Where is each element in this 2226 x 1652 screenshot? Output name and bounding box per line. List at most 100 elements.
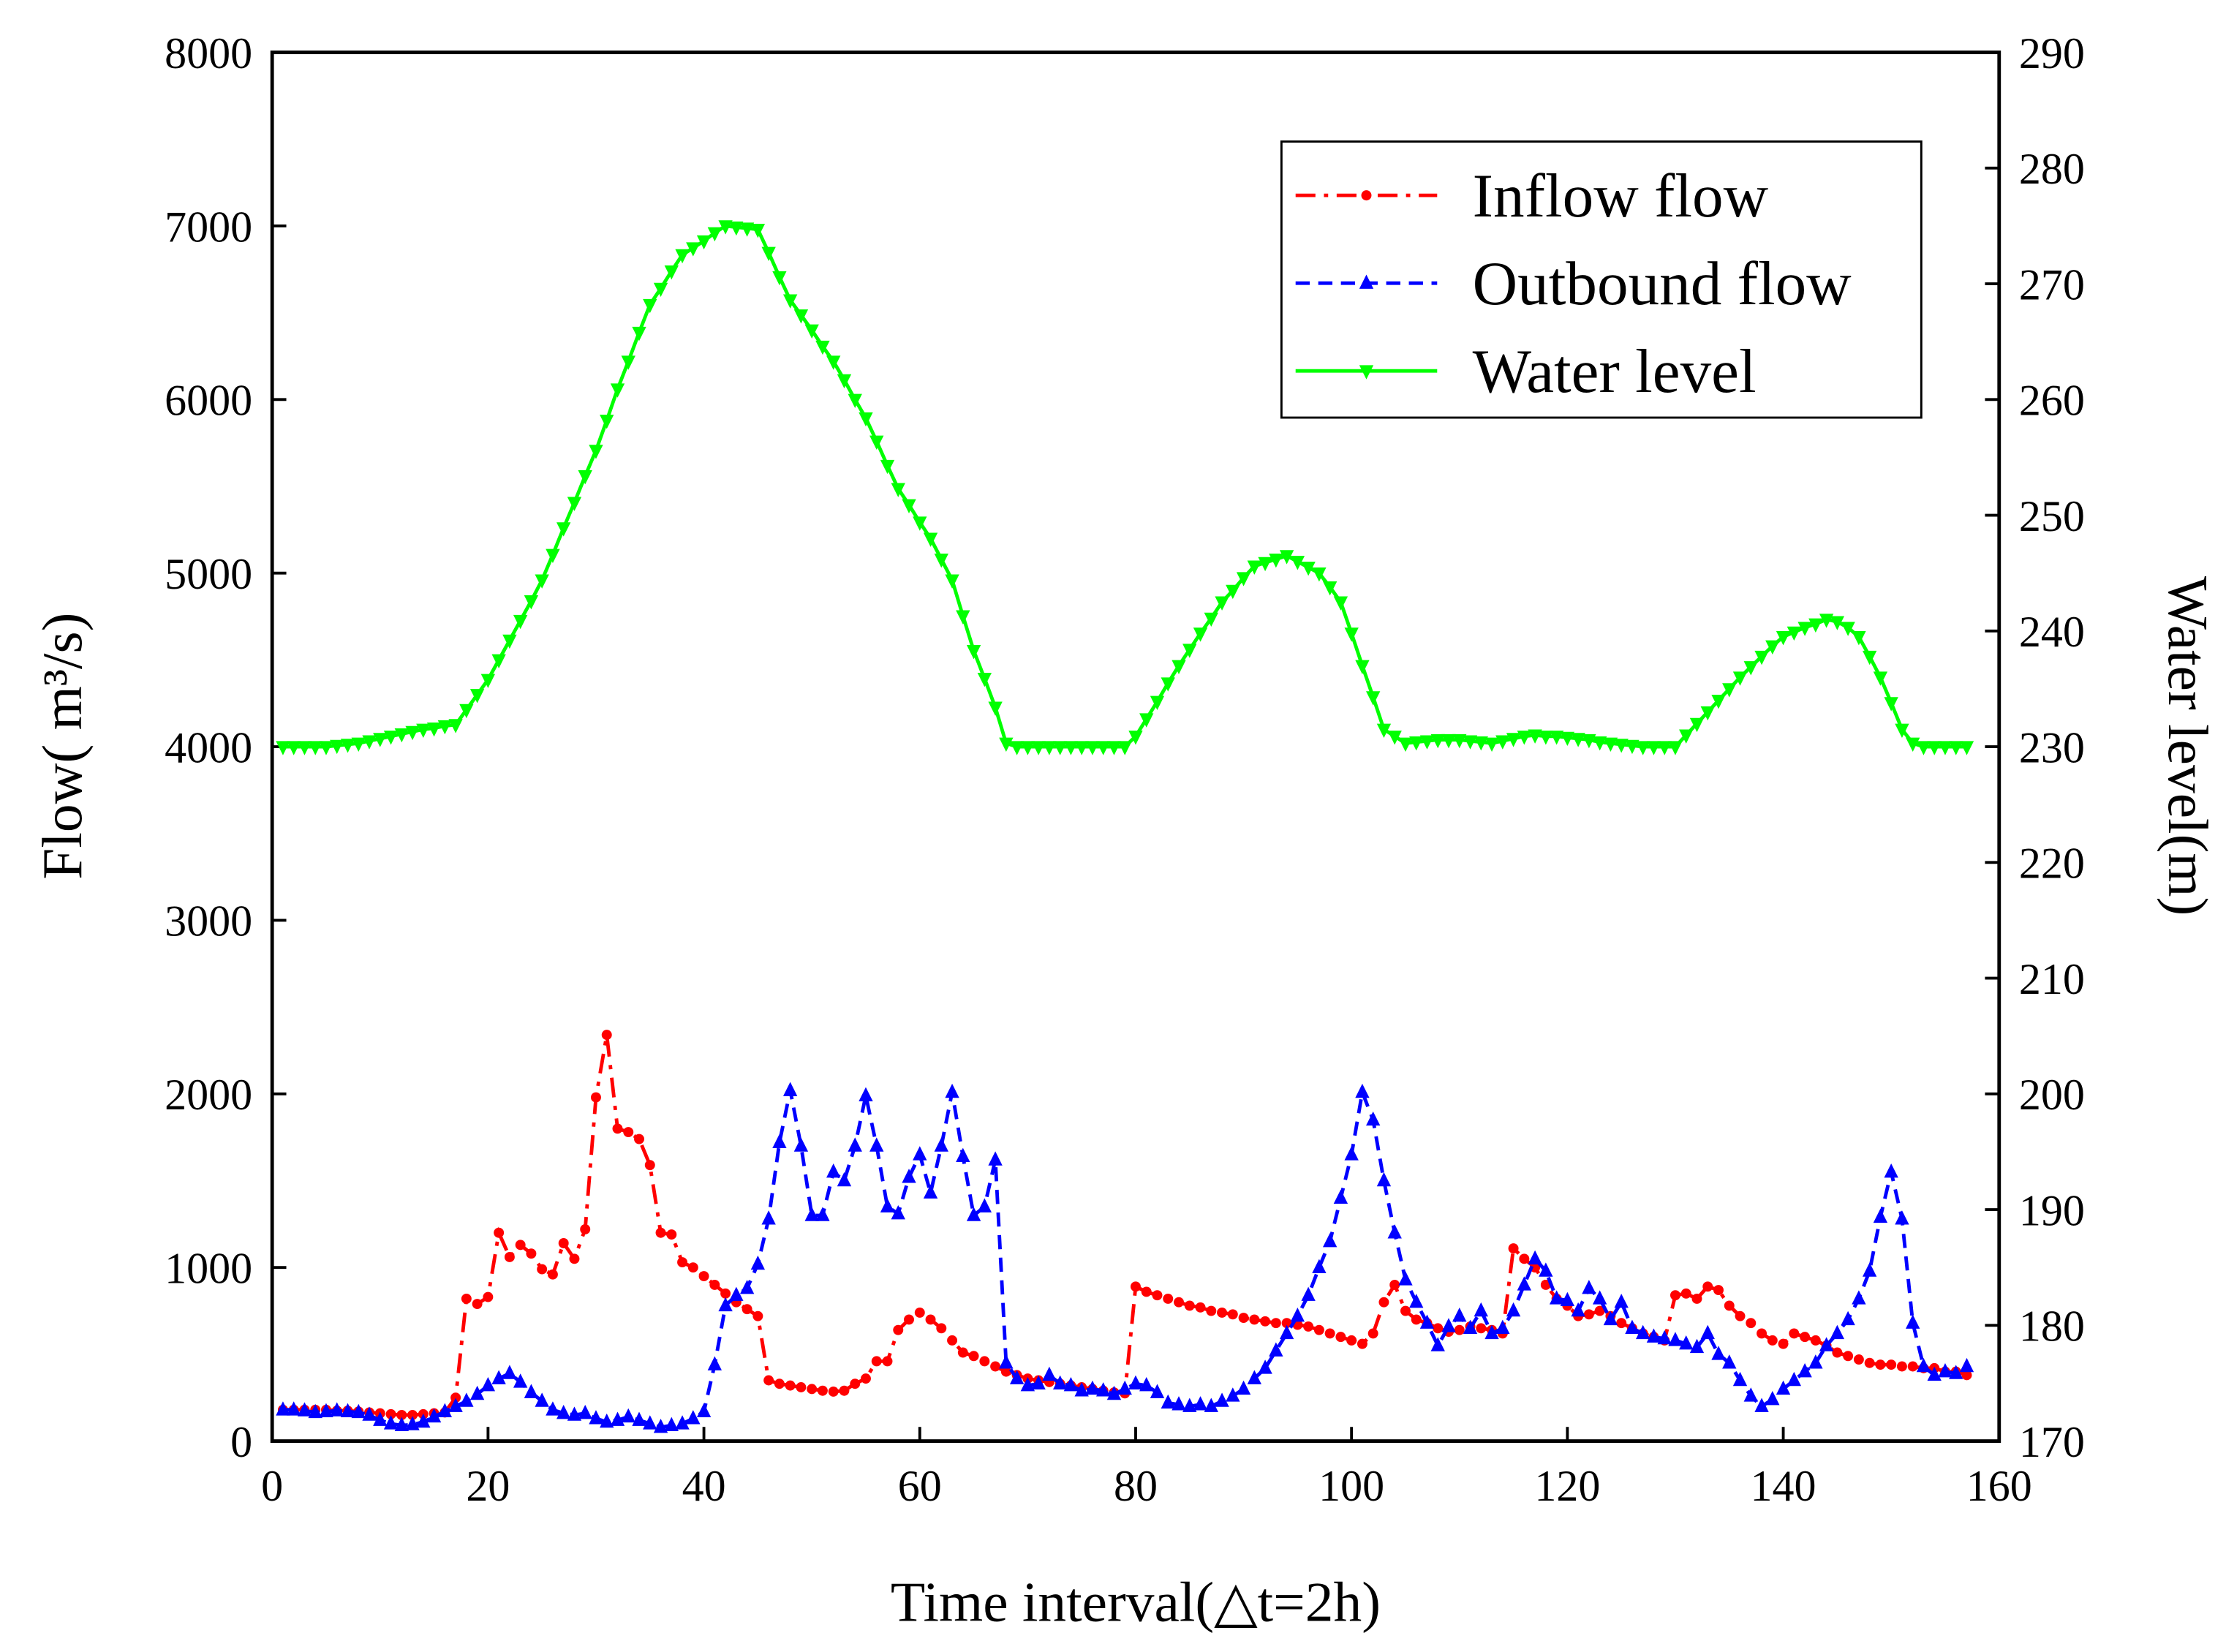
marker bbox=[1000, 1366, 1011, 1377]
marker bbox=[988, 1151, 1003, 1166]
marker bbox=[1594, 1305, 1605, 1316]
marker bbox=[524, 595, 539, 610]
y2-tick-label: 260 bbox=[2019, 377, 2085, 425]
marker bbox=[1474, 1302, 1488, 1317]
marker bbox=[923, 532, 938, 547]
marker bbox=[1735, 1310, 1746, 1321]
marker bbox=[1625, 739, 1640, 755]
legend: Inflow flow Outbound flow Water level bbox=[1280, 140, 1923, 419]
marker bbox=[491, 1370, 506, 1384]
marker bbox=[362, 1406, 377, 1421]
marker bbox=[287, 1401, 301, 1416]
marker bbox=[600, 415, 614, 429]
marker bbox=[1560, 1291, 1575, 1307]
marker bbox=[1679, 729, 1694, 744]
marker bbox=[729, 1286, 744, 1301]
marker bbox=[1346, 1335, 1357, 1346]
marker bbox=[610, 383, 625, 398]
marker bbox=[1238, 1313, 1249, 1324]
marker bbox=[957, 1347, 968, 1358]
marker bbox=[330, 739, 344, 755]
marker bbox=[461, 1293, 472, 1304]
marker bbox=[1539, 731, 1553, 745]
marker bbox=[1182, 1398, 1197, 1412]
marker bbox=[1430, 733, 1445, 749]
marker bbox=[1258, 557, 1272, 572]
marker bbox=[1195, 1302, 1206, 1313]
marker bbox=[1732, 1371, 1748, 1387]
x-tick-label: 80 bbox=[1114, 1462, 1158, 1510]
marker bbox=[1042, 1366, 1057, 1381]
marker bbox=[1463, 1319, 1478, 1335]
marker bbox=[1411, 1314, 1422, 1325]
marker bbox=[763, 1375, 774, 1386]
marker bbox=[1366, 1111, 1381, 1126]
marker bbox=[1139, 713, 1154, 728]
marker bbox=[1009, 1370, 1025, 1384]
marker bbox=[504, 1251, 515, 1262]
x-tick-label: 60 bbox=[898, 1462, 942, 1510]
marker bbox=[1236, 1380, 1251, 1395]
marker bbox=[720, 1288, 731, 1299]
marker bbox=[850, 1378, 861, 1389]
marker bbox=[634, 1134, 644, 1144]
marker bbox=[1139, 1377, 1154, 1392]
marker bbox=[1344, 627, 1359, 642]
marker bbox=[1344, 1146, 1359, 1161]
marker bbox=[1797, 622, 1812, 636]
marker bbox=[1754, 650, 1769, 665]
marker bbox=[1691, 1293, 1702, 1304]
marker bbox=[742, 1304, 752, 1315]
marker bbox=[1366, 691, 1381, 706]
marker bbox=[739, 1280, 755, 1294]
marker bbox=[546, 548, 560, 564]
marker bbox=[1215, 596, 1229, 611]
marker bbox=[968, 1351, 979, 1362]
marker bbox=[1131, 1281, 1141, 1292]
marker bbox=[1583, 1309, 1594, 1320]
marker bbox=[459, 704, 474, 719]
marker bbox=[664, 1417, 679, 1431]
marker bbox=[902, 1169, 916, 1183]
marker bbox=[1616, 1318, 1627, 1329]
marker bbox=[750, 1255, 766, 1270]
marker bbox=[287, 741, 301, 755]
y2-tick-label: 170 bbox=[2019, 1418, 2085, 1466]
marker bbox=[1830, 616, 1845, 630]
marker bbox=[1916, 1357, 1931, 1373]
marker bbox=[752, 1310, 763, 1321]
marker bbox=[1150, 695, 1165, 710]
marker bbox=[826, 355, 841, 370]
marker bbox=[1789, 1328, 1800, 1339]
marker bbox=[1333, 596, 1348, 611]
marker bbox=[1787, 626, 1802, 641]
marker bbox=[469, 689, 485, 704]
marker bbox=[1096, 1382, 1111, 1397]
marker bbox=[1279, 550, 1294, 565]
marker bbox=[1517, 731, 1532, 745]
y-tick-label: 6000 bbox=[165, 377, 252, 425]
marker bbox=[1743, 661, 1758, 676]
marker bbox=[761, 246, 776, 262]
marker bbox=[891, 1205, 905, 1220]
marker bbox=[1301, 562, 1316, 576]
marker bbox=[664, 265, 679, 280]
marker bbox=[1757, 1328, 1767, 1339]
marker bbox=[537, 1264, 548, 1275]
marker bbox=[469, 1385, 485, 1400]
marker bbox=[1398, 1271, 1413, 1286]
marker bbox=[1906, 1314, 1920, 1329]
y-tick-label: 5000 bbox=[165, 550, 252, 598]
marker bbox=[1949, 1365, 1963, 1379]
y2-tick-label: 200 bbox=[2019, 1071, 2085, 1119]
marker bbox=[1312, 1259, 1327, 1273]
marker bbox=[578, 1404, 592, 1419]
marker bbox=[1810, 1335, 1821, 1346]
marker bbox=[1367, 1328, 1378, 1339]
x-tick-label: 20 bbox=[466, 1462, 510, 1510]
marker bbox=[1853, 1354, 1864, 1365]
marker bbox=[1270, 1318, 1281, 1329]
marker bbox=[1495, 1319, 1510, 1335]
marker bbox=[893, 1324, 904, 1335]
